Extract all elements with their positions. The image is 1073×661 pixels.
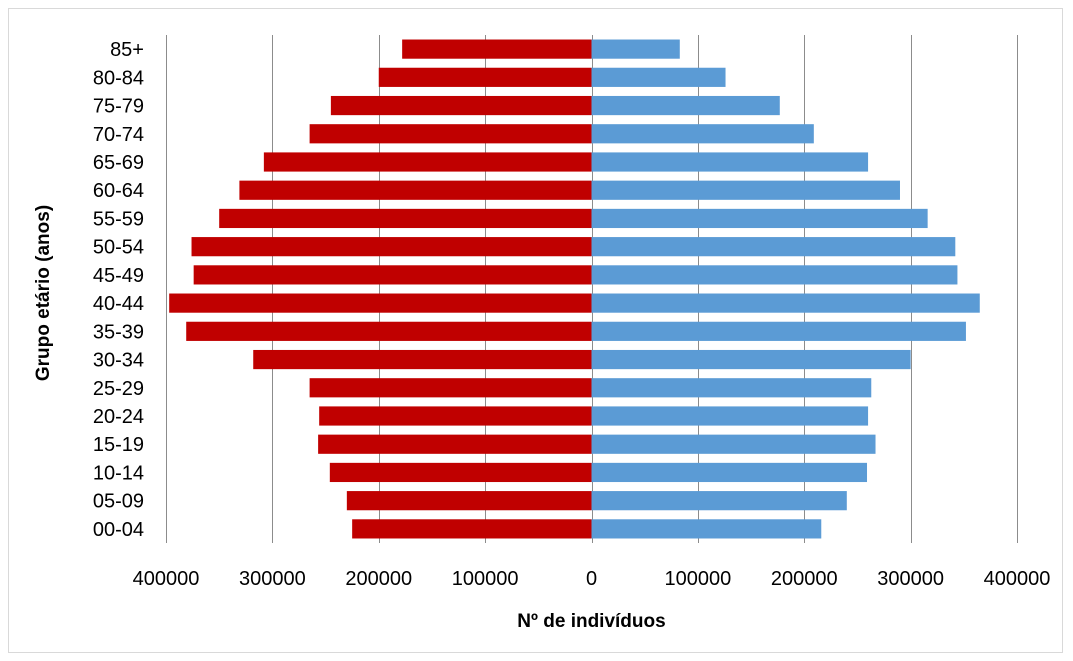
bar-left-75-79 — [330, 95, 592, 116]
y-tick-label: 25-29 — [93, 378, 144, 400]
bar-left-85+ — [402, 39, 592, 59]
bar-right-85+ — [591, 39, 680, 59]
x-axis-title: Nº de indivíduos — [517, 611, 665, 632]
y-tick-label: 00-04 — [93, 519, 144, 541]
y-tick-label: 55-59 — [93, 208, 144, 230]
y-tick-label: 40-44 — [93, 293, 144, 315]
bar-right-10-14 — [591, 462, 868, 483]
y-tick-labels: 00-04 05-09 10-14 15-19 20-24 25-29 30-34 35-39… — [93, 39, 144, 541]
gridlines — [166, 35, 1018, 543]
bar-left-60-64 — [239, 180, 592, 200]
y-tick-label: 20-24 — [93, 406, 144, 428]
y-axis-title: Grupo etário (anos) — [33, 205, 54, 381]
bar-right-55-59 — [591, 208, 928, 229]
bar-right-35-39 — [591, 321, 966, 341]
y-tick-label: 10-14 — [93, 462, 144, 484]
bar-right-50-54 — [591, 237, 956, 257]
bar-right-05-09 — [591, 491, 847, 511]
x-tick-label: 0 — [586, 568, 597, 590]
bar-left-65-69 — [263, 152, 592, 172]
bars — [169, 39, 980, 539]
bar-right-80-84 — [591, 67, 726, 87]
y-tick-label: 75-79 — [93, 96, 144, 118]
bar-right-20-24 — [591, 406, 869, 426]
bar-right-45-49 — [591, 265, 958, 285]
y-tick-label: 50-54 — [93, 237, 144, 259]
x-tick-label: 200000 — [771, 568, 838, 590]
bar-left-70-74 — [309, 124, 592, 144]
bar-left-05-09 — [346, 491, 592, 511]
x-tick-label: 100000 — [665, 568, 732, 590]
bar-right-25-29 — [591, 378, 872, 398]
bar-right-15-19 — [591, 434, 876, 454]
y-tick-label: 85+ — [110, 39, 144, 61]
x-tick-labels: 400000 300000 200000 100000 0 100000 200000 300… — [133, 568, 1051, 590]
y-tick-label: 30-34 — [93, 350, 144, 372]
bar-right-60-64 — [591, 180, 900, 200]
bar-left-80-84 — [378, 67, 592, 87]
y-tick-label: 15-19 — [93, 434, 144, 456]
x-tick-label: 100000 — [452, 568, 519, 590]
bar-right-65-69 — [591, 152, 869, 172]
y-tick-label: 60-64 — [93, 180, 144, 202]
bar-left-10-14 — [329, 462, 592, 483]
y-tick-label: 35-39 — [93, 321, 144, 343]
y-tick-label: 65-69 — [93, 152, 144, 174]
bar-left-40-44 — [169, 293, 592, 313]
y-tick-label: 05-09 — [93, 491, 144, 513]
x-tick-label: 400000 — [133, 568, 200, 590]
bar-left-50-54 — [191, 237, 592, 257]
x-tick-label: 300000 — [877, 568, 944, 590]
bar-left-45-49 — [193, 265, 592, 285]
y-tick-label: 80-84 — [93, 67, 144, 89]
bar-left-00-04 — [352, 519, 592, 539]
bar-right-75-79 — [591, 95, 780, 116]
bar-left-55-59 — [219, 208, 592, 229]
x-tick-label: 300000 — [239, 568, 306, 590]
x-tick-label: 200000 — [345, 568, 412, 590]
y-tick-label: 45-49 — [93, 265, 144, 287]
bar-left-30-34 — [253, 349, 592, 370]
bar-left-35-39 — [186, 321, 592, 341]
bar-right-30-34 — [591, 349, 911, 370]
bar-right-40-44 — [591, 293, 980, 313]
bar-left-25-29 — [309, 378, 592, 398]
bar-right-70-74 — [591, 124, 814, 144]
bar-right-00-04 — [591, 519, 822, 539]
bar-left-15-19 — [318, 434, 592, 454]
x-tick-label: 400000 — [984, 568, 1051, 590]
y-tick-label: 70-74 — [93, 124, 144, 146]
bar-left-20-24 — [319, 406, 592, 426]
